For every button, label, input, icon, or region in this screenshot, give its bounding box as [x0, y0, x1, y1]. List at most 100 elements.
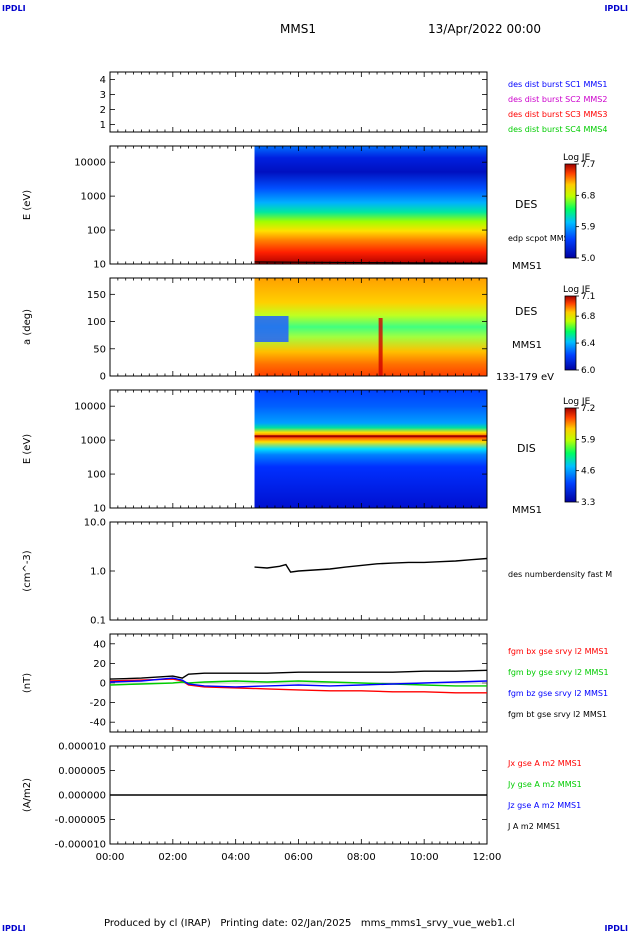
corner-label-top-left: IPDLI: [2, 4, 26, 13]
fgm-legend-entry: fgm bz gse srvy l2 MMS1: [508, 689, 608, 698]
des-pitch-colorbar-title: Log JE: [563, 285, 591, 295]
y-tick-label: 40: [93, 639, 106, 650]
y-tick-label: 100: [87, 470, 106, 481]
y-axis-label: E (eV): [22, 190, 33, 220]
fgm-series-line: [109, 680, 487, 687]
header-datetime: 13/Apr/2022 00:00: [428, 22, 542, 36]
y-tick-label: 0.000005: [58, 766, 106, 777]
y-tick-label: -0.000005: [55, 815, 106, 826]
y-tick-label: 2: [100, 105, 106, 116]
current-legend-entry: J A m2 MMS1: [507, 822, 560, 831]
y-tick-label: 150: [87, 290, 106, 301]
burst-legend-entry: des dist burst SC4 MMS4: [508, 125, 607, 134]
density-series-line: [254, 557, 488, 573]
density-legend-entry: des numberdensity fast M: [508, 570, 612, 579]
des-pitch-streak: [378, 318, 383, 376]
dis-energy-colorbar-tick-label: 5.9: [581, 435, 596, 445]
x-tick-label: 02:00: [158, 852, 187, 863]
des-energy-colorbar-tick-label: 6.8: [581, 191, 596, 201]
des-pitch-colorbar-tick-label: 6.8: [581, 312, 596, 322]
fgm-legend-entry: fgm bt gse srvy l2 MMS1: [508, 710, 607, 719]
current-legend-entry: Jy gse A m2 MMS1: [507, 780, 582, 789]
y-tick-label: 0: [100, 679, 106, 690]
current-legend-entry: Jz gse A m2 MMS1: [507, 801, 581, 810]
dis-energy-heatmap: [254, 390, 487, 508]
des-pitch-colorbar-tick-label: 6.4: [581, 339, 596, 349]
des-pitch-colorbar-tick-label: 6.0: [581, 366, 596, 376]
x-tick-label: 08:00: [347, 852, 376, 863]
y-tick-label: 10: [93, 260, 106, 271]
des-pitch-heatmap: [254, 278, 487, 376]
y-axis-label: (A/m2): [22, 778, 33, 812]
y-tick-label: 100: [87, 226, 106, 237]
des-energy-colorbar-tick-label: 5.9: [581, 223, 596, 233]
x-tick-label: 10:00: [410, 852, 439, 863]
y-tick-label: 3: [100, 90, 106, 101]
dis-energy-colorbar-tick-label: 7.2: [581, 404, 595, 414]
corner-label-bottom-right: IPDLI: [604, 924, 628, 933]
fgm-series-line: [109, 669, 488, 680]
footer-text: Produced by cl (IRAP) Printing date: 02/…: [104, 918, 515, 929]
y-tick-label: 10: [93, 504, 106, 515]
current-legend-entry: Jx gse A m2 MMS1: [507, 759, 582, 768]
des-energy-mission-label: MMS1: [512, 261, 542, 272]
burst-panel-frame: [109, 71, 488, 133]
dis-energy-colorbar-tick-label: 3.3: [581, 498, 595, 508]
edp-scpot-line: [254, 261, 488, 264]
y-tick-label: 100: [87, 317, 106, 328]
y-tick-label: 0: [100, 372, 106, 383]
y-tick-label: -20: [90, 698, 106, 709]
des-pitch-colorbar-tick-label: 7.1: [581, 292, 595, 302]
des-energy-heatmap: [254, 146, 487, 264]
y-tick-label: 0.000010: [58, 742, 106, 753]
x-tick-label: 06:00: [284, 852, 313, 863]
des-energy-side-label: DES: [515, 198, 537, 211]
y-tick-label: 10.0: [84, 518, 106, 529]
y-tick-label: 1: [100, 120, 106, 131]
corner-label-bottom-left: IPDLI: [2, 924, 26, 933]
y-tick-label: -0.000010: [55, 840, 106, 851]
y-tick-label: 10000: [74, 402, 106, 413]
des-energy-colorbar-tick-label: 7.7: [581, 160, 595, 170]
des-pitch-patch: [254, 316, 289, 342]
dis-energy-mission-label: MMS1: [512, 505, 542, 516]
fgm-legend-entry: fgm by gse srvy l2 MMS1: [508, 668, 609, 677]
y-tick-label: 0.000000: [58, 791, 106, 802]
des-energy-colorbar: [564, 163, 577, 259]
y-axis-label: a (deg): [22, 309, 33, 345]
corner-label-top-right: IPDLI: [604, 4, 628, 13]
edp-scpot-label: edp scpot MMS1: [508, 234, 574, 243]
y-tick-label: 1000: [81, 192, 106, 203]
x-tick-label: 00:00: [96, 852, 125, 863]
dis-energy-side-label: DIS: [517, 442, 536, 455]
des-pitch-mission-label: MMS1: [512, 340, 542, 351]
burst-legend-entry: des dist burst SC2 MMS2: [508, 95, 607, 104]
des-energy-colorbar-title: Log JE: [563, 153, 591, 163]
y-axis-label: (cm^-3): [22, 550, 33, 591]
y-tick-label: 10000: [74, 158, 106, 169]
y-tick-label: 0.1: [90, 616, 106, 627]
y-tick-label: 50: [93, 344, 106, 355]
burst-legend-entry: des dist burst SC1 MMS1: [508, 80, 607, 89]
dis-energy-colorbar-tick-label: 4.6: [581, 467, 596, 477]
fgm-legend-entry: fgm bx gse srvy l2 MMS1: [508, 647, 609, 656]
fgm-series-line: [109, 677, 488, 688]
y-tick-label: 20: [93, 659, 106, 670]
header-title: MMS1: [280, 22, 316, 36]
des-pitch-colorbar: [564, 295, 577, 371]
fgm-series-line: [109, 678, 487, 694]
y-tick-label: 4: [100, 75, 106, 86]
burst-legend-entry: des dist burst SC3 MMS3: [508, 110, 607, 119]
des-pitch-side-label: DES: [515, 305, 537, 318]
y-tick-label: 1000: [81, 436, 106, 447]
y-axis-label: (nT): [22, 673, 33, 693]
dis-energy-colorbar: [564, 407, 577, 503]
x-tick-label: 04:00: [221, 852, 250, 863]
x-tick-label: 12:00: [473, 852, 502, 863]
dis-energy-colorbar-title: Log JE: [563, 397, 591, 407]
des-pitch-energy-label: 133-179 eV: [496, 372, 554, 383]
y-tick-label: -40: [90, 718, 106, 729]
des-energy-colorbar-tick-label: 5.0: [581, 254, 596, 264]
y-axis-label: E (eV): [22, 434, 33, 464]
